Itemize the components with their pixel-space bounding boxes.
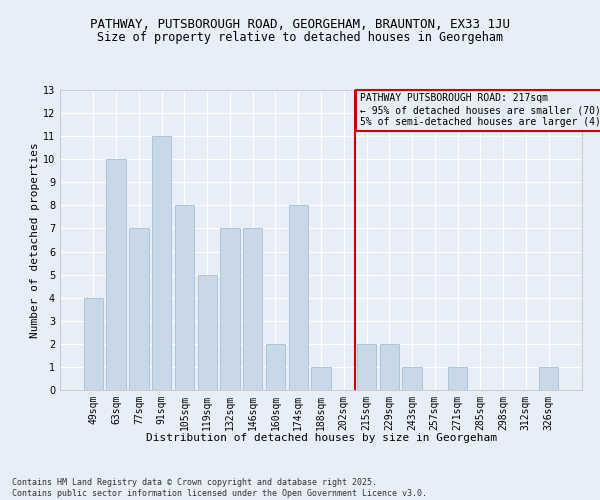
Bar (357, 344, 376, 390)
Bar (539, 367, 558, 390)
Text: Size of property relative to detached houses in Georgeham: Size of property relative to detached ho… (97, 31, 503, 44)
Bar (448, 367, 467, 390)
Bar (311, 367, 331, 390)
Bar (220, 228, 239, 390)
X-axis label: Distribution of detached houses by size in Georgeham: Distribution of detached houses by size … (146, 433, 497, 443)
Bar (197, 274, 217, 390)
Bar (129, 228, 149, 390)
Bar (175, 206, 194, 390)
Bar (106, 159, 126, 390)
Bar (380, 344, 399, 390)
Y-axis label: Number of detached properties: Number of detached properties (30, 142, 40, 338)
Bar (289, 206, 308, 390)
Bar (403, 367, 422, 390)
Bar (84, 298, 103, 390)
Text: PATHWAY PUTSBOROUGH ROAD: 217sqm
← 95% of detached houses are smaller (70)
5% of: PATHWAY PUTSBOROUGH ROAD: 217sqm ← 95% o… (359, 94, 600, 126)
Bar (266, 344, 285, 390)
Bar (243, 228, 262, 390)
Bar (152, 136, 172, 390)
Text: PATHWAY, PUTSBOROUGH ROAD, GEORGEHAM, BRAUNTON, EX33 1JU: PATHWAY, PUTSBOROUGH ROAD, GEORGEHAM, BR… (90, 18, 510, 30)
Text: Contains HM Land Registry data © Crown copyright and database right 2025.
Contai: Contains HM Land Registry data © Crown c… (12, 478, 427, 498)
